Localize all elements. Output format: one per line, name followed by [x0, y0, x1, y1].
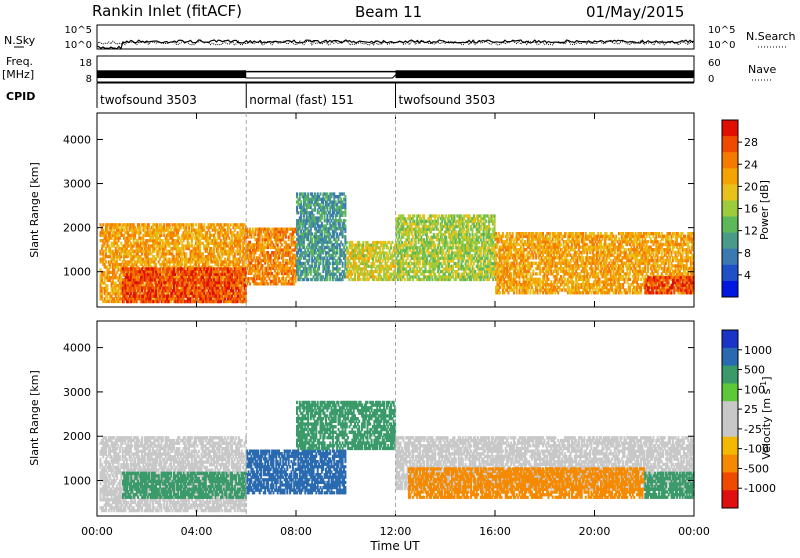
heatmap-cell [320, 192, 322, 195]
heatmap-cell [267, 282, 269, 285]
heatmap-cell [230, 223, 232, 226]
heatmap-cell [329, 262, 331, 265]
freq-tick-bottom: 8 [86, 74, 92, 85]
heatmap-cell [342, 262, 344, 265]
heatmap-cell [339, 267, 341, 270]
frequency-bar [396, 70, 695, 78]
heatmap-cell [159, 267, 161, 270]
heatmap-cell [300, 200, 302, 203]
heatmap-cell [297, 211, 299, 214]
noise-left-label: N.Sky [4, 34, 36, 47]
heatmap-cell [249, 282, 251, 285]
heatmap-cell [391, 241, 393, 244]
frequency-panel: Freq. [MHz] 18 8 60 0 Nave [2, 55, 776, 85]
station-title: Rankin Inlet (fitACF) [92, 2, 242, 20]
heatmap-cell [221, 281, 223, 284]
heatmap-cell [155, 263, 157, 266]
noise-panel-frame [97, 25, 694, 49]
nave-label: Nave [748, 63, 776, 76]
noise-right-label: N.Search [746, 30, 796, 43]
beam-title: Beam 11 [355, 3, 422, 21]
frequency-bar [97, 70, 246, 78]
heatmap-cell [346, 241, 348, 244]
heatmap-cell [344, 235, 346, 238]
nave-tick-bottom: 0 [708, 74, 714, 85]
heatmap-cell [192, 223, 194, 226]
heatmap-cell [281, 243, 283, 246]
heatmap-cell [165, 281, 167, 284]
noise-right-tick-top: 10^5 [708, 25, 735, 36]
heatmap-cell [296, 192, 298, 195]
heatmap-cell [362, 241, 364, 244]
heatmap-cell [210, 267, 212, 270]
heatmap-cell [262, 264, 264, 267]
noise-panel: N.Sky 10^5 10^0 10^5 10^0 N.Search [4, 25, 796, 51]
freq-label-line1: Freq. [6, 55, 33, 68]
heatmap-cell [185, 252, 187, 255]
frequency-bars [97, 70, 694, 78]
heatmap-cell [203, 223, 205, 226]
date-title: 01/May/2015 [586, 3, 684, 21]
heatmap-cell [195, 223, 197, 226]
freq-label-line2: [MHz] [2, 68, 34, 81]
heatmap-cell [106, 284, 108, 287]
heatmap-cell [202, 252, 204, 255]
heatmap-cell [152, 300, 154, 303]
heatmap-cell [173, 267, 175, 270]
heatmap-cell [344, 224, 346, 227]
heatmap-cell [219, 295, 221, 298]
heatmap-cell [219, 289, 221, 292]
cpid-label: CPID [6, 90, 35, 103]
heatmap-cell [104, 271, 106, 274]
heatmap-cell [360, 278, 362, 281]
heatmap-cell [344, 219, 346, 222]
heatmap-cell [307, 192, 309, 195]
cpid-segment-label: normal (fast) 151 [249, 93, 353, 107]
freq-tick-top: 18 [79, 58, 92, 69]
cpid-segment-label: twofsound 3503 [100, 93, 197, 107]
heatmap-cell [344, 195, 346, 198]
heatmap-cell [169, 223, 171, 226]
heatmap-cell [293, 236, 295, 239]
noise-left-tick-top: 10^5 [65, 25, 92, 36]
heatmap-cell [163, 223, 165, 226]
nave-tick-top: 60 [708, 58, 721, 69]
heatmap-cell [102, 223, 104, 226]
heatmap-cell [307, 278, 309, 281]
heatmap-cell [252, 228, 254, 231]
heatmap-cell [105, 260, 107, 263]
heatmap-cell [148, 223, 150, 226]
noise-right-tick-bottom: 10^0 [708, 40, 735, 51]
heatmap-cell [220, 300, 222, 303]
cpid-segments: twofsound 3503 normal (fast) 151 twofsound… [97, 83, 495, 108]
noise-left-tick-bottom: 10^0 [65, 40, 92, 51]
cpid-segment-label: twofsound 3503 [399, 93, 496, 107]
